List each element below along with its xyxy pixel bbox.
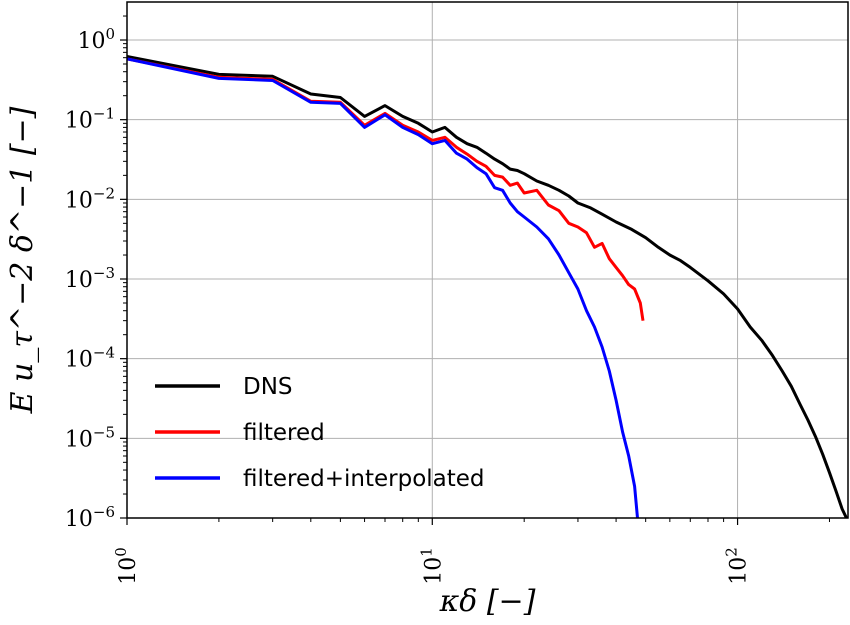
series-line-filtered-interpolated: [127, 57, 639, 518]
y-tick-label: 10−1: [65, 105, 115, 134]
y-tick-label: 10−5: [65, 423, 115, 452]
series-layer: [127, 55, 848, 518]
x-axis-label: κδ [−]: [439, 584, 536, 619]
plot-frame: [126, 1, 849, 519]
grid-layer: [126, 2, 848, 518]
y-tick-label: 10−4: [65, 344, 115, 373]
x-tick-label: 102: [723, 547, 752, 585]
x-tick-label: 101: [417, 547, 446, 585]
y-tick-label: 10−6: [65, 503, 115, 532]
series-line-dns: [127, 55, 848, 518]
x-tick-label: 100: [112, 547, 141, 585]
legend-label: filtered+interpolated: [243, 466, 485, 492]
legend-label: DNS: [243, 374, 293, 400]
y-axis-label: E u_τ^−2 δ^−1 [−]: [5, 106, 40, 414]
legend: DNS filtered filtered+interpolated: [155, 374, 485, 492]
tick-layer: 100 101 102 100 10−1 10−2 10−3 10−4 10−5 10−6: [65, 15, 830, 585]
series-line-filtered: [127, 57, 645, 321]
y-tick-label: 10−2: [65, 184, 115, 213]
legend-label: filtered: [243, 420, 325, 446]
y-tick-label: 100: [77, 25, 115, 54]
y-tick-label: 10−3: [65, 264, 115, 293]
